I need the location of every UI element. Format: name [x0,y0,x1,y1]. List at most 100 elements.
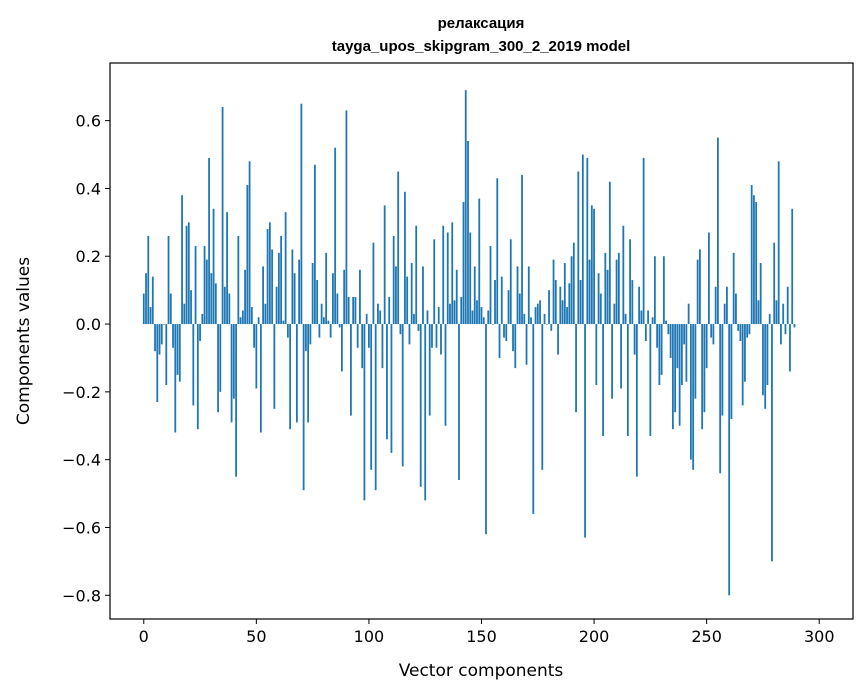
bar-228 [656,324,659,348]
bar-216 [629,239,631,325]
bar-9 [163,324,165,325]
x-tick-label: 0 [139,627,149,646]
bar-72 [304,324,307,352]
bar-194 [579,279,582,325]
bar-71 [302,324,305,491]
bar-83 [329,324,332,338]
bar-32 [214,283,217,325]
bar-234 [669,324,672,358]
bar-63 [284,212,287,325]
bar-8 [160,324,163,345]
bar-246 [696,259,699,325]
chart-title-line-2: tayga_upos_skipgram_300_2_2019 model [332,38,631,55]
bar-284 [782,303,785,325]
bar-275 [762,324,764,396]
bar-210 [615,259,618,325]
bar-171 [527,266,530,325]
bar-122 [417,324,420,331]
bar-133 [442,225,445,325]
bar-255 [717,137,719,325]
bar-37 [226,212,228,325]
bar-174 [534,307,537,325]
y-tick-label: 0.6 [76,112,101,131]
bar-158 [498,324,501,358]
bar-43 [239,317,242,325]
bar-77 [316,279,319,325]
bar-51 [257,317,260,325]
bar-177 [541,324,544,470]
bar-130 [435,324,438,348]
bar-52 [259,324,262,433]
bar-182 [552,259,555,325]
bar-148 [476,300,478,325]
bar-132 [440,324,442,355]
bar-273 [757,300,760,325]
bar-212 [620,324,622,389]
bar-240 [683,324,686,345]
bar-278 [768,313,771,325]
bar-143 [464,90,467,325]
bar-55 [266,229,269,325]
bar-36 [223,286,226,325]
bar-157 [496,178,499,325]
bar-89 [343,269,346,325]
bar-169 [523,313,526,325]
plot-area-frame [109,62,854,620]
bar-220 [638,286,641,325]
bar-242 [687,303,690,325]
bar-45 [244,269,246,325]
bar-223 [644,324,647,341]
bar-269 [748,324,751,335]
bar-287 [789,324,791,372]
bar-280 [773,242,776,325]
bar-53 [262,266,264,325]
bar-39 [230,324,233,423]
bar-42 [237,235,240,325]
bar-61 [280,235,283,325]
bar-107 [383,205,386,325]
bar-261 [730,324,733,419]
bar-38 [228,293,231,325]
bar-154 [489,246,492,325]
y-axis-ticks: −0.8 −0.6 −0.4 −0.2 0.0 0.2 0.4 0.6 [62,112,110,605]
bar-7 [158,324,161,355]
bar-103 [374,324,377,491]
bar-249 [703,324,706,413]
bar-179 [545,324,548,325]
bar-18 [183,303,186,325]
bar-160 [503,324,505,338]
bar-219 [635,324,638,477]
bar-131 [437,307,440,325]
bar-136 [449,303,451,325]
bar-98 [363,324,366,501]
bar-115 [401,324,404,467]
bar-128 [431,324,433,348]
bar-286 [786,286,789,325]
bar-57 [271,249,274,325]
bar-145 [469,232,472,325]
bar-167 [518,293,521,325]
bar-127 [428,324,431,416]
bar-58 [273,324,276,409]
bar-102 [372,242,375,325]
bar-218 [633,324,636,355]
bar-226 [651,317,654,325]
bar-256 [719,324,722,474]
bar-142 [462,202,465,325]
bar-238 [678,324,681,426]
bar-74 [309,324,312,345]
bar-28 [205,259,208,325]
bar-270 [750,185,753,325]
bar-253 [712,324,715,345]
bar-168 [521,174,523,325]
bar-200 [593,208,595,325]
bar-82 [327,320,330,325]
bar-183 [554,279,557,325]
y-tick-label: −0.4 [62,451,101,470]
bar-232 [665,320,668,325]
bar-75 [311,263,314,325]
bar-288 [791,208,794,325]
bar-1 [145,273,147,325]
bar-225 [649,324,652,436]
bar-204 [602,324,604,436]
